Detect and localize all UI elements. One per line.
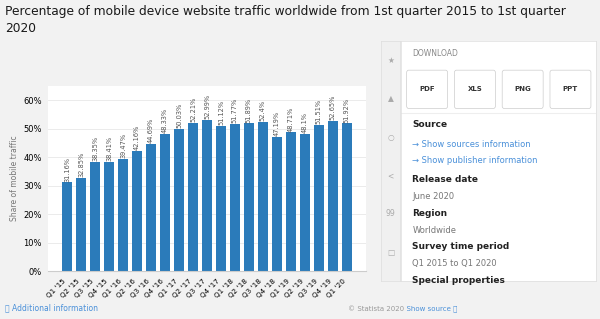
- Text: ⓘ Additional information: ⓘ Additional information: [5, 303, 98, 312]
- Text: 38.41%: 38.41%: [106, 136, 112, 161]
- Bar: [91, 162, 100, 271]
- Bar: [272, 137, 282, 271]
- Text: DOWNLOAD: DOWNLOAD: [413, 49, 458, 58]
- Bar: [146, 144, 156, 271]
- Text: 48.33%: 48.33%: [162, 108, 168, 133]
- Text: 52.99%: 52.99%: [204, 94, 210, 119]
- Bar: [202, 120, 212, 271]
- Text: Region: Region: [413, 209, 448, 218]
- Text: 44.69%: 44.69%: [148, 118, 154, 143]
- Text: 48.71%: 48.71%: [288, 107, 294, 132]
- Text: → Show publisher information: → Show publisher information: [413, 156, 538, 165]
- Text: 38.35%: 38.35%: [92, 136, 98, 161]
- Bar: [300, 134, 310, 271]
- Text: <: <: [388, 171, 394, 180]
- Text: June 2020: June 2020: [413, 192, 455, 201]
- Text: 52.65%: 52.65%: [329, 95, 335, 121]
- FancyBboxPatch shape: [502, 70, 543, 108]
- Bar: [62, 182, 72, 271]
- Text: → Show sources information: → Show sources information: [413, 140, 531, 149]
- Text: 32.85%: 32.85%: [79, 152, 85, 177]
- Text: ○: ○: [387, 133, 394, 142]
- Text: 51.12%: 51.12%: [218, 100, 224, 125]
- Text: 47.19%: 47.19%: [274, 111, 280, 136]
- Text: 50.03%: 50.03%: [176, 103, 182, 128]
- FancyBboxPatch shape: [550, 70, 591, 108]
- Text: 48.1%: 48.1%: [302, 112, 308, 133]
- Bar: [104, 162, 114, 271]
- Text: 52.4%: 52.4%: [260, 100, 266, 121]
- Text: Special properties: Special properties: [413, 276, 505, 285]
- Bar: [132, 151, 142, 271]
- Text: Percentage of mobile device website traffic worldwide from 1st quarter 2015 to 1: Percentage of mobile device website traf…: [5, 5, 566, 35]
- FancyBboxPatch shape: [454, 70, 496, 108]
- Text: 51.89%: 51.89%: [246, 98, 252, 122]
- Bar: [342, 123, 352, 271]
- FancyBboxPatch shape: [407, 70, 448, 108]
- Bar: [258, 122, 268, 271]
- Text: Q1 2015 to Q1 2020: Q1 2015 to Q1 2020: [413, 259, 497, 268]
- Bar: [314, 124, 323, 271]
- Bar: [230, 124, 240, 271]
- Bar: [118, 159, 128, 271]
- Text: 31.16%: 31.16%: [64, 157, 70, 182]
- Bar: [328, 121, 338, 271]
- Text: Source: Source: [413, 121, 448, 130]
- Text: © Statista 2020: © Statista 2020: [348, 306, 404, 312]
- Bar: [174, 129, 184, 271]
- Y-axis label: Share of mobile traffic: Share of mobile traffic: [10, 136, 19, 221]
- Text: 42.16%: 42.16%: [134, 125, 140, 150]
- Text: 52.21%: 52.21%: [190, 96, 196, 122]
- Text: Survey time period: Survey time period: [413, 242, 510, 251]
- Text: Show source ⓘ: Show source ⓘ: [348, 305, 457, 312]
- Text: 99: 99: [386, 209, 395, 218]
- Text: ★: ★: [387, 56, 394, 65]
- Bar: [160, 134, 170, 271]
- Text: 51.77%: 51.77%: [232, 98, 238, 123]
- Text: □: □: [387, 248, 394, 256]
- Bar: [286, 132, 296, 271]
- Bar: [244, 123, 254, 271]
- Text: Worldwide: Worldwide: [413, 226, 457, 235]
- Text: 51.51%: 51.51%: [316, 99, 322, 124]
- Text: PDF: PDF: [419, 86, 435, 92]
- Bar: [76, 178, 86, 271]
- Text: ▲: ▲: [388, 94, 394, 103]
- Text: PNG: PNG: [514, 86, 531, 92]
- Text: 51.92%: 51.92%: [344, 97, 350, 122]
- Text: 39.47%: 39.47%: [120, 133, 126, 158]
- Text: PPT: PPT: [563, 86, 578, 92]
- Text: XLS: XLS: [467, 86, 482, 92]
- Text: Release date: Release date: [413, 175, 479, 184]
- Bar: [188, 122, 198, 271]
- Bar: [216, 126, 226, 271]
